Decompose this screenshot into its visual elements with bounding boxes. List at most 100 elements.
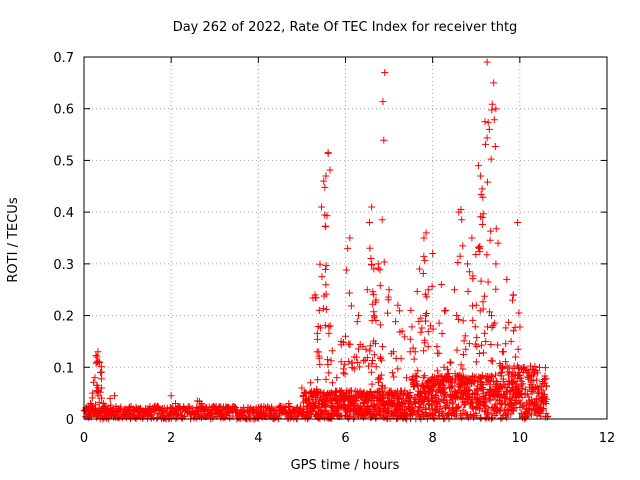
data-point-noise [488, 386, 496, 394]
data-point-cluster [461, 332, 469, 340]
data-point-cluster [98, 394, 106, 402]
data-point-cluster [473, 391, 481, 399]
data-point-noise [511, 396, 519, 404]
data-point-cluster [413, 287, 421, 295]
data-point-cluster [501, 393, 509, 401]
data-point-cluster [422, 309, 430, 317]
data-point-cluster [509, 402, 517, 410]
data-point-cluster [417, 314, 425, 322]
data-point-cluster [367, 255, 375, 263]
data-point [344, 244, 352, 252]
data-point-cluster [135, 406, 143, 414]
data-point-cluster [88, 394, 96, 402]
data-point-cluster [459, 365, 467, 373]
data-point-cluster [469, 272, 477, 280]
data-point [533, 389, 541, 397]
data-point-cluster [87, 408, 95, 416]
data-point-cluster [523, 399, 531, 407]
data-point-cluster [96, 388, 104, 396]
data-point [237, 406, 245, 414]
data-point-cluster [428, 282, 436, 290]
data-point-cluster [485, 395, 493, 403]
data-point-cluster [481, 329, 489, 337]
data-point-noise [537, 412, 545, 420]
data-point-cluster [158, 412, 166, 420]
data-point [370, 265, 378, 273]
data-point-cluster [429, 406, 437, 414]
data-point-noise [411, 394, 419, 402]
data-point-cluster [322, 305, 330, 313]
data-point-cluster [482, 338, 490, 346]
y-tick-label: 0.3 [53, 258, 74, 273]
data-point-cluster [462, 345, 470, 353]
data-point-cluster [476, 307, 484, 315]
data-point-cluster [316, 360, 324, 368]
y-tick-label: 0 [66, 413, 74, 428]
data-point-cluster [357, 393, 365, 401]
data-point [394, 301, 402, 309]
x-axis-label: GPS time / hours [291, 458, 400, 473]
data-point-cluster [366, 409, 374, 417]
data-point-noise [469, 379, 477, 387]
data-point-cluster [387, 410, 395, 418]
data-point-cluster [401, 408, 409, 416]
data-point-cluster [355, 345, 363, 353]
data-point [490, 79, 498, 87]
data-point [106, 394, 114, 402]
data-point-cluster [276, 406, 284, 414]
data-point [333, 374, 341, 382]
data-point-cluster [346, 394, 354, 402]
data-point-cluster [488, 414, 496, 422]
data-point-noise [539, 386, 547, 394]
data-point-cluster [354, 359, 362, 367]
data-point-cluster [532, 396, 540, 404]
data-point-cluster [268, 405, 276, 413]
data-point [492, 105, 500, 113]
data-point-cluster [344, 406, 352, 414]
data-point [424, 286, 432, 294]
data-point [542, 399, 550, 407]
data-point-noise [476, 406, 484, 414]
data-point-cluster [494, 392, 502, 400]
data-point-cluster [101, 403, 109, 411]
data-point-cluster [490, 116, 498, 124]
data-point-noise [488, 373, 496, 381]
data-point [318, 203, 326, 211]
data-point-cluster [510, 327, 518, 335]
data-point [97, 368, 105, 376]
data-point-cluster [374, 264, 382, 272]
chart-title: Day 262 of 2022, Rate Of TEC Index for r… [173, 20, 518, 35]
data-point-cluster [315, 403, 323, 411]
data-point-cluster [479, 193, 487, 201]
data-point-noise [529, 377, 537, 385]
data-point-cluster [336, 393, 344, 401]
data-point-cluster [360, 357, 368, 365]
data-point [368, 203, 376, 211]
data-point-cluster [92, 359, 100, 367]
data-point-cluster [512, 390, 520, 398]
data-point-noise [506, 388, 514, 396]
data-point-cluster [322, 375, 330, 383]
data-point-cluster [465, 340, 473, 348]
data-point-cluster [388, 369, 396, 377]
data-point [446, 358, 454, 366]
data-point-cluster [387, 350, 395, 358]
data-point-cluster [464, 391, 472, 399]
data-point [315, 306, 323, 314]
data-point-cluster [479, 298, 487, 306]
data-point-cluster [428, 383, 436, 391]
data-point-noise [542, 382, 550, 390]
data-point-cluster [384, 391, 392, 399]
data-point [488, 312, 496, 320]
data-point-cluster [471, 323, 479, 331]
data-point-cluster [90, 378, 98, 386]
data-point-noise [338, 412, 346, 420]
data-point-cluster [114, 406, 122, 414]
data-point-cluster [320, 403, 328, 411]
data-point [511, 353, 519, 361]
data-point-cluster [379, 98, 387, 106]
data-point-cluster [410, 406, 418, 414]
data-point-cluster [420, 396, 428, 404]
data-point-cluster [315, 352, 323, 360]
